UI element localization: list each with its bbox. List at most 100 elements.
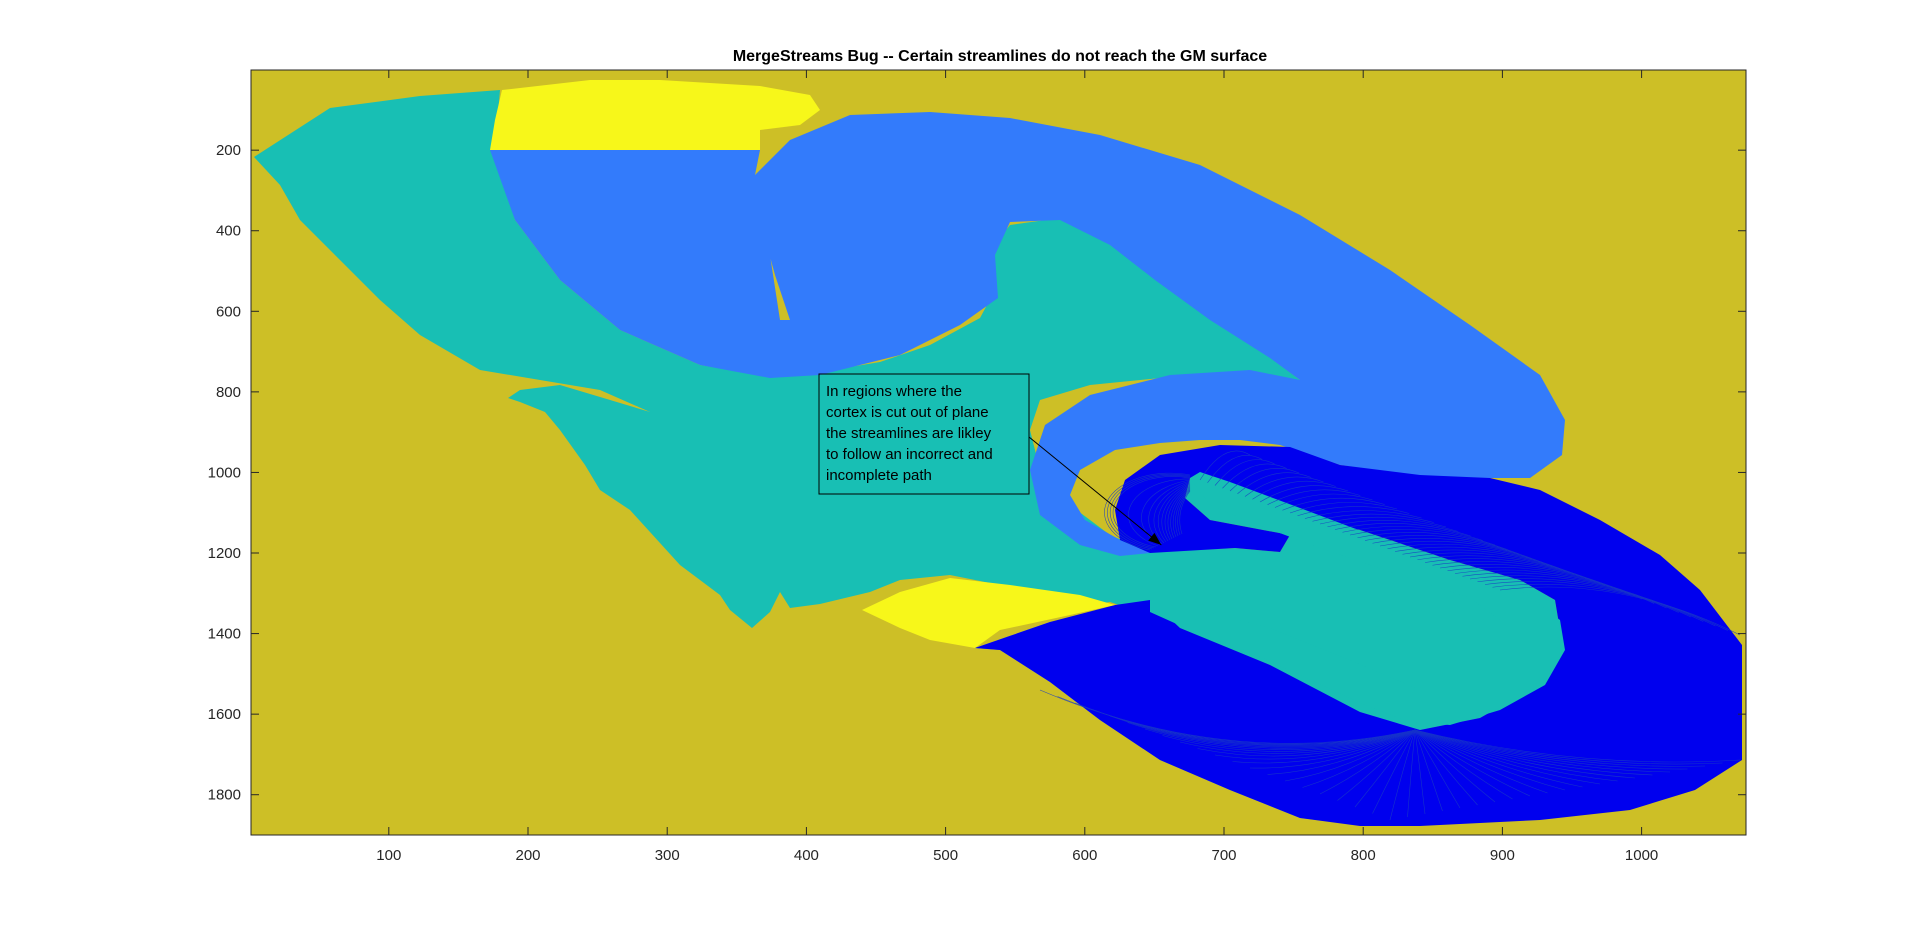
streamline — [1222, 463, 1287, 489]
streamline — [1414, 729, 1513, 800]
streamline — [1144, 728, 1416, 751]
streamline — [1164, 484, 1191, 541]
streamline — [1170, 486, 1191, 539]
streamline — [1197, 729, 1416, 757]
annotation-box — [818, 373, 1030, 495]
x-tick-label: 200 — [515, 847, 540, 864]
streamline — [1354, 729, 1416, 808]
streamline — [1259, 485, 1349, 503]
streamline — [1364, 535, 1520, 555]
streamline — [1302, 729, 1416, 788]
gray-matter-region — [490, 112, 1565, 556]
streamline — [1414, 729, 1496, 803]
chart-title: MergeStreams Bug -- Certain streamlines … — [733, 48, 1267, 65]
streamline — [1484, 581, 1716, 627]
streamline — [1249, 729, 1416, 769]
streamline — [1229, 468, 1300, 492]
streamline — [1282, 497, 1385, 511]
y-tick-label: 1000 — [208, 464, 241, 481]
streamline — [1284, 729, 1416, 782]
streamline — [1414, 729, 1618, 782]
streamline — [1492, 583, 1728, 631]
streamline — [1372, 729, 1416, 814]
streamline — [1128, 478, 1191, 547]
streamline — [1214, 729, 1416, 760]
y-tick-label: 600 — [216, 303, 241, 320]
streamline — [1414, 729, 1653, 776]
x-tick-label: 800 — [1351, 847, 1376, 864]
y-tick-label: 1400 — [208, 626, 241, 643]
streamline — [1469, 575, 1692, 618]
streamline — [1199, 450, 1251, 481]
x-tick-label: 1000 — [1625, 847, 1658, 864]
streamline — [1334, 523, 1471, 537]
streamline — [1107, 473, 1191, 550]
streamline — [1252, 481, 1336, 500]
annotation-line-5: incomplete path — [826, 467, 932, 484]
streamline — [1414, 729, 1741, 763]
streamline — [1389, 729, 1416, 821]
annotation-line-3: the streamlines are likley — [826, 425, 992, 442]
annotation-line-4: to follow an incorrect and — [826, 446, 993, 463]
streamline — [1319, 516, 1447, 528]
streamline — [1372, 538, 1532, 559]
y-tick-label: 1200 — [208, 545, 241, 562]
white-matter-fold — [1150, 472, 1565, 725]
x-tick-label: 100 — [376, 847, 401, 864]
yellow-region-bottom — [862, 578, 1115, 648]
annotation-arrow-head — [1148, 532, 1162, 545]
streamline — [1153, 481, 1191, 544]
streamline — [1304, 510, 1422, 519]
streamline — [1414, 729, 1443, 812]
streamline — [1319, 729, 1416, 795]
streamline — [1414, 729, 1566, 791]
streamline — [1162, 729, 1416, 752]
x-tick-label: 700 — [1211, 847, 1236, 864]
streamline — [1414, 729, 1601, 785]
streamline — [1414, 729, 1531, 797]
streamline — [1177, 489, 1191, 536]
streamline — [1232, 729, 1416, 764]
y-tick-label: 200 — [216, 142, 241, 159]
streamline — [1414, 729, 1636, 779]
y-tick-label: 400 — [216, 223, 241, 240]
streamline — [1289, 502, 1398, 514]
x-tick-label: 400 — [794, 847, 819, 864]
streamline — [1414, 729, 1583, 788]
streamline — [1267, 489, 1361, 506]
streamline — [1274, 493, 1373, 508]
streamline — [1414, 729, 1478, 806]
streamline — [1357, 532, 1508, 550]
streamline — [1414, 729, 1548, 794]
streamline — [1109, 715, 1416, 748]
streamline — [1207, 455, 1263, 483]
x-tick-label: 500 — [933, 847, 958, 864]
streamline — [1214, 459, 1275, 486]
streamline — [1414, 729, 1461, 809]
streamline — [1414, 729, 1688, 770]
streamline — [1267, 729, 1416, 775]
streamline — [1109, 475, 1191, 549]
streamline — [1167, 485, 1191, 540]
annotation-line-2: cortex is cut out of plane — [826, 404, 989, 421]
streamline — [1414, 729, 1723, 765]
ticks: 100 200 300 400 500 600 700 800 900 1000 200 400 600… — [208, 70, 1746, 864]
x-tick-label: 600 — [1072, 847, 1097, 864]
streamline — [1141, 479, 1191, 546]
streamline — [1327, 519, 1459, 532]
annotation-arrow-line — [1028, 436, 1162, 546]
streamline — [1407, 729, 1416, 818]
streamline — [1499, 586, 1741, 636]
axes-box — [250, 69, 1747, 836]
y-tick-label: 1600 — [208, 706, 241, 723]
streamline — [1312, 513, 1434, 523]
streamline — [1161, 483, 1191, 542]
streamline — [1175, 488, 1191, 537]
streamline — [1414, 729, 1671, 773]
y-tick-label: 1800 — [208, 787, 241, 804]
streamline — [1414, 729, 1706, 767]
x-tick-label: 900 — [1490, 847, 1515, 864]
x-tick-label: 300 — [655, 847, 680, 864]
streamline — [1127, 722, 1416, 749]
